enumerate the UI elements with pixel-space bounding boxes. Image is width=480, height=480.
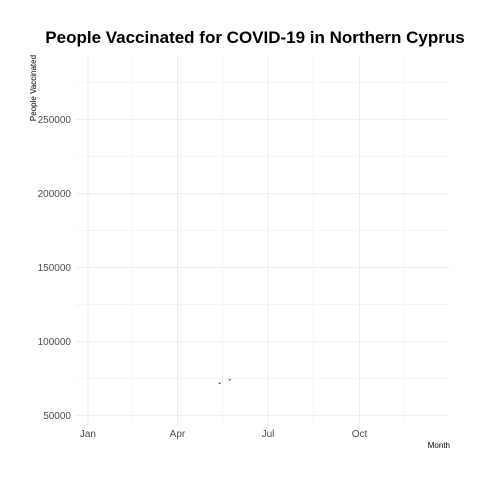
data-series <box>218 379 231 384</box>
y-tick-label: 150000 <box>38 263 72 274</box>
x-tick-label: Apr <box>170 429 186 440</box>
y-tick-label: 100000 <box>38 337 72 348</box>
x-tick-label: Jan <box>80 429 96 440</box>
x-tick-label: Oct <box>352 429 368 440</box>
grid <box>76 56 450 426</box>
y-tick-label: 50000 <box>43 411 71 422</box>
x-tick-label: Jul <box>262 429 275 440</box>
y-axis-label: People Vaccinated <box>29 55 38 121</box>
x-axis-ticks: Jan Apr Jul Oct <box>80 429 368 440</box>
y-axis-ticks: 50000 100000 150000 200000 250000 <box>38 115 72 422</box>
chart-title: People Vaccinated for COVID-19 in Northe… <box>45 28 464 47</box>
x-axis-label: Month <box>428 441 450 450</box>
y-tick-label: 200000 <box>38 189 72 200</box>
y-tick-label: 250000 <box>38 115 72 126</box>
